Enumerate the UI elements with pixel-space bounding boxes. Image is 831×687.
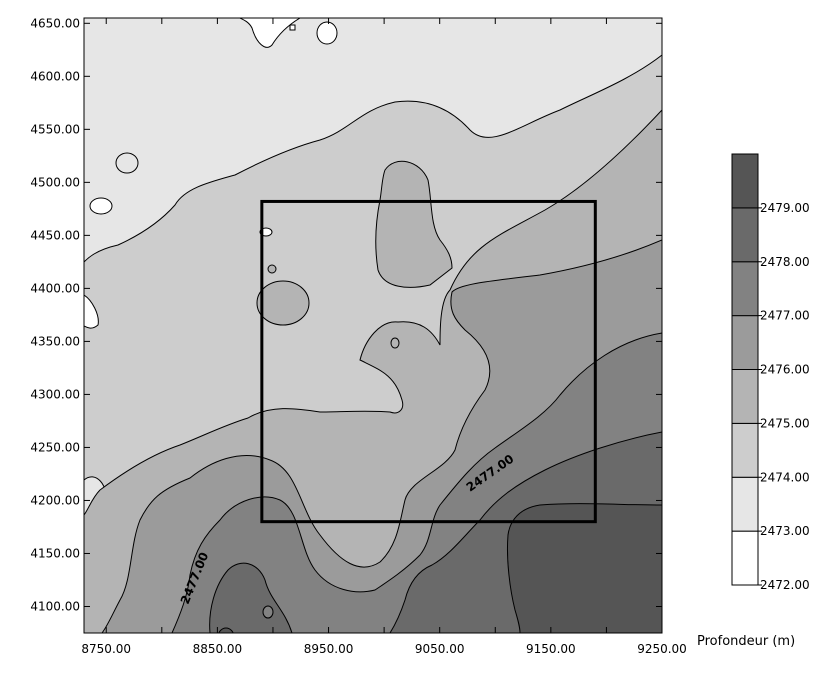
legend-swatch (731, 422, 759, 478)
patch-2472-1 (316, 21, 338, 45)
band-2479 (507, 503, 662, 633)
y-tick-label: 4250.00 (30, 440, 80, 454)
y-tick-label: 4650.00 (30, 16, 80, 30)
patch-2475-3 (390, 337, 400, 349)
patch-2475-1 (256, 280, 310, 326)
legend-title: Profondeur (m) (697, 634, 795, 649)
legend-label: 2476.00 (760, 363, 810, 377)
x-tick-label: 9250.00 (637, 642, 687, 656)
y-tick-label: 4300.00 (30, 387, 80, 401)
y-tick-label: 4600.00 (30, 69, 80, 83)
legend-swatch (731, 476, 759, 532)
x-tick-label: 8850.00 (193, 642, 243, 656)
plot-area: 2477.00 2477.00 (84, 18, 662, 633)
y-tick-label: 4350.00 (30, 334, 80, 348)
y-tick-label: 4550.00 (30, 122, 80, 136)
band-2473 (84, 18, 662, 263)
patch-2479-1 (218, 627, 234, 633)
legend-label: 2478.00 (760, 255, 810, 269)
highlight-rectangle (260, 199, 597, 524)
y-tick-labels: 4100.00 4150.00 4200.00 4250.00 4300.00 4350.… (30, 16, 80, 613)
x-tick-label: 8750.00 (81, 642, 131, 656)
axis-ticks (84, 18, 663, 633)
x-tick-label: 9150.00 (526, 642, 576, 656)
legend-label: 2477.00 (760, 309, 810, 323)
legend-swatch (731, 153, 759, 209)
y-tick-label: 4100.00 (30, 599, 80, 613)
patch-2472-top (239, 18, 301, 48)
patch-2475-4 (267, 264, 277, 274)
patch-2472-5 (84, 294, 99, 329)
x-tick-label: 9050.00 (415, 642, 465, 656)
legend-label: 2474.00 (760, 470, 810, 484)
x-tick-labels: 8750.00 8850.00 8950.00 9050.00 9150.00 9250.… (81, 642, 686, 656)
legend-swatch (731, 315, 759, 370)
legend-swatch (731, 530, 759, 586)
legend-swatch (731, 207, 759, 263)
y-tick-label: 4150.00 (30, 546, 80, 560)
legend-swatch (731, 261, 759, 317)
patch-2472-2 (289, 24, 296, 31)
legend: 2472.00 2473.00 2474.00 2475.00 2476.00 2477.… (731, 153, 810, 592)
legend-swatch (731, 369, 759, 424)
patch-2473-1 (115, 152, 139, 174)
legend-label: 2479.00 (760, 201, 810, 215)
legend-label: 2472.00 (760, 578, 810, 592)
y-tick-label: 4400.00 (30, 281, 80, 295)
y-tick-label: 4200.00 (30, 493, 80, 507)
patch-2478-1 (262, 605, 274, 619)
legend-label: 2475.00 (760, 416, 810, 430)
patch-2472-3 (89, 197, 113, 215)
y-tick-label: 4500.00 (30, 175, 80, 189)
plot-border (83, 17, 663, 634)
x-tick-label: 8950.00 (304, 642, 354, 656)
legend-label: 2473.00 (760, 524, 810, 538)
y-tick-label: 4450.00 (30, 228, 80, 242)
